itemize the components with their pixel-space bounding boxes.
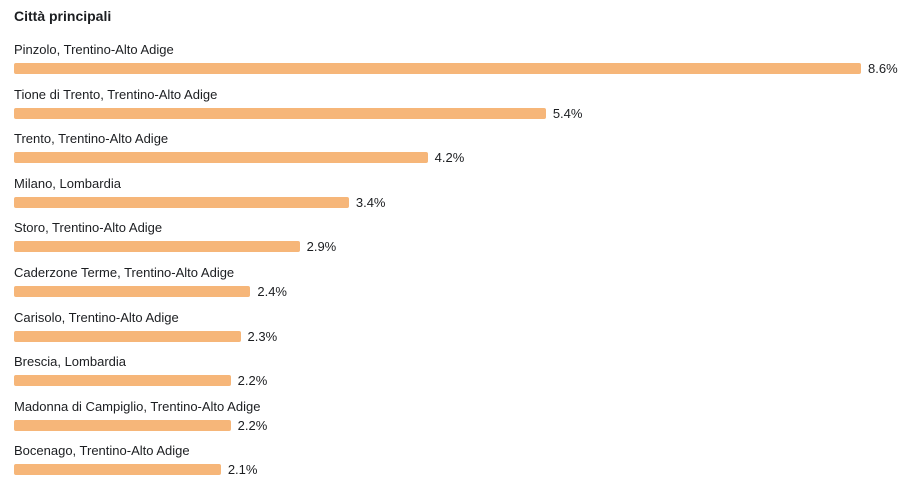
bar bbox=[14, 375, 231, 387]
bar-row: Bocenago, Trentino-Alto Adige 2.1% bbox=[14, 443, 894, 488]
city-label: Trento, Trentino-Alto Adige bbox=[14, 131, 169, 147]
city-label: Madonna di Campiglio, Trentino-Alto Adig… bbox=[14, 398, 261, 414]
city-label: Tione di Trento, Trentino-Alto Adige bbox=[14, 86, 218, 102]
bar bbox=[14, 330, 241, 342]
city-label: Bocenago, Trentino-Alto Adige bbox=[14, 443, 190, 459]
value-label: 3.4% bbox=[355, 194, 386, 210]
bar bbox=[14, 152, 428, 164]
bar-row: Storo, Trentino-Alto Adige 2.9% bbox=[14, 220, 894, 265]
value-label: 2.9% bbox=[306, 239, 337, 255]
bar-row: Carisolo, Trentino-Alto Adige 2.3% bbox=[14, 310, 894, 355]
city-label: Milano, Lombardia bbox=[14, 175, 121, 191]
bar-row: Tione di Trento, Trentino-Alto Adige 5.4% bbox=[14, 87, 894, 132]
city-label: Caderzone Terme, Trentino-Alto Adige bbox=[14, 264, 235, 280]
bar bbox=[14, 285, 251, 297]
city-label: Pinzolo, Trentino-Alto Adige bbox=[14, 42, 174, 57]
bar bbox=[14, 63, 861, 74]
value-label: 2.4% bbox=[257, 283, 287, 299]
bar-row: Madonna di Campiglio, Trentino-Alto Adig… bbox=[14, 399, 894, 444]
bar bbox=[14, 241, 300, 253]
bar-row: Pinzolo, Trentino-Alto Adige 8.6% bbox=[14, 42, 898, 87]
bar bbox=[14, 196, 349, 208]
chart-title: Città principali bbox=[14, 8, 112, 24]
value-label: 2.3% bbox=[247, 328, 278, 344]
city-label: Carisolo, Trentino-Alto Adige bbox=[14, 309, 179, 325]
bar-row: Trento, Trentino-Alto Adige 4.2% bbox=[14, 131, 894, 176]
value-label: 8.6% bbox=[868, 61, 898, 76]
value-label: 5.4% bbox=[552, 105, 583, 121]
bar bbox=[14, 419, 231, 431]
value-label: 2.2% bbox=[237, 373, 268, 389]
bar bbox=[14, 464, 221, 476]
bar-row: Brescia, Lombardia 2.2% bbox=[14, 354, 894, 399]
value-label: 2.1% bbox=[227, 462, 258, 478]
city-label: Brescia, Lombardia bbox=[14, 354, 126, 370]
city-label: Storo, Trentino-Alto Adige bbox=[14, 220, 163, 236]
bar-list: Pinzolo, Trentino-Alto Adige 8.6% Tione di… bbox=[14, 42, 898, 488]
bar bbox=[14, 107, 546, 119]
value-label: 4.2% bbox=[434, 150, 465, 166]
value-label: 2.2% bbox=[237, 417, 268, 433]
bar-row: Caderzone Terme, Trentino-Alto Adige 2.4% bbox=[14, 265, 894, 310]
bar-row: Milano, Lombardia 3.4% bbox=[14, 176, 894, 221]
